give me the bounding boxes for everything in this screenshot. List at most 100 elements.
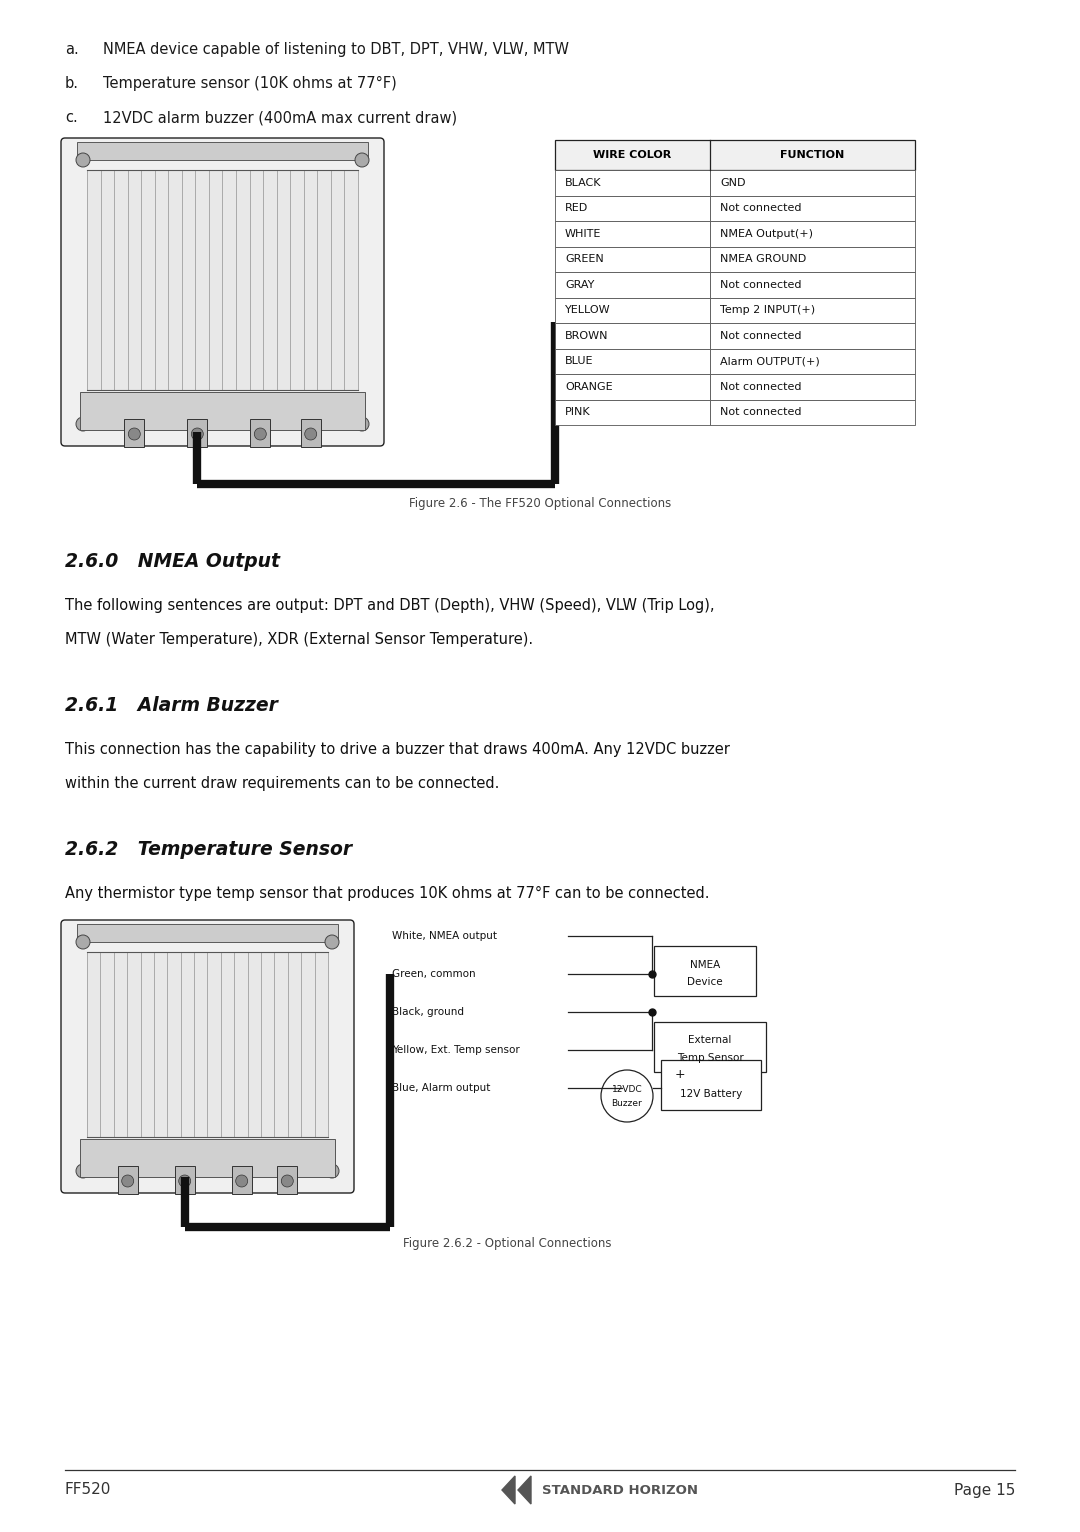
Circle shape bbox=[122, 1175, 134, 1187]
Text: 2.6.1   Alarm Buzzer: 2.6.1 Alarm Buzzer bbox=[65, 696, 278, 715]
Circle shape bbox=[76, 1164, 90, 1178]
Text: Alarm OUTPUT(+): Alarm OUTPUT(+) bbox=[720, 357, 820, 366]
Polygon shape bbox=[502, 1475, 515, 1504]
Text: Temperature sensor (10K ohms at 77°F): Temperature sensor (10K ohms at 77°F) bbox=[103, 77, 396, 90]
Circle shape bbox=[355, 417, 369, 430]
Bar bbox=[251, 418, 270, 447]
Bar bbox=[710, 297, 915, 323]
Bar bbox=[118, 1166, 138, 1193]
Text: Not connected: Not connected bbox=[720, 331, 801, 340]
Circle shape bbox=[76, 935, 90, 948]
Bar bbox=[300, 418, 321, 447]
Text: Figure 2.6 - The FF520 Optional Connections: Figure 2.6 - The FF520 Optional Connecti… bbox=[409, 496, 671, 510]
Text: within the current draw requirements can to be connected.: within the current draw requirements can… bbox=[65, 777, 499, 791]
Text: 12V Battery: 12V Battery bbox=[680, 1089, 742, 1098]
Text: White, NMEA output: White, NMEA output bbox=[392, 931, 497, 941]
Bar bbox=[710, 273, 915, 297]
Polygon shape bbox=[518, 1475, 531, 1504]
Text: Figure 2.6.2 - Optional Connections: Figure 2.6.2 - Optional Connections bbox=[403, 1236, 612, 1250]
Bar bbox=[710, 323, 915, 348]
Bar bbox=[710, 348, 915, 374]
Text: The following sentences are output: DPT and DBT (Depth), VHW (Speed), VLW (Trip : The following sentences are output: DPT … bbox=[65, 597, 715, 613]
Bar bbox=[87, 170, 357, 391]
Circle shape bbox=[178, 1175, 191, 1187]
Text: Not connected: Not connected bbox=[720, 408, 801, 417]
Text: 2.6.2   Temperature Sensor: 2.6.2 Temperature Sensor bbox=[65, 840, 352, 859]
Text: FF520: FF520 bbox=[65, 1483, 111, 1497]
Text: FUNCTION: FUNCTION bbox=[781, 150, 845, 159]
Circle shape bbox=[76, 153, 90, 167]
Circle shape bbox=[325, 1164, 339, 1178]
Bar bbox=[87, 951, 328, 1137]
Bar bbox=[555, 400, 710, 424]
Bar bbox=[555, 273, 710, 297]
Text: Yellow, Ext. Temp sensor: Yellow, Ext. Temp sensor bbox=[392, 1045, 519, 1056]
Bar bbox=[555, 170, 710, 196]
Bar bbox=[555, 196, 710, 221]
Bar bbox=[124, 418, 145, 447]
Text: NMEA GROUND: NMEA GROUND bbox=[720, 254, 807, 264]
Bar bbox=[555, 323, 710, 348]
Bar bbox=[555, 348, 710, 374]
Text: 12VDC alarm buzzer (400mA max current draw): 12VDC alarm buzzer (400mA max current dr… bbox=[103, 110, 457, 126]
Text: YELLOW: YELLOW bbox=[565, 305, 610, 316]
Text: External: External bbox=[688, 1034, 731, 1045]
Text: Not connected: Not connected bbox=[720, 280, 801, 290]
Text: NMEA device capable of listening to DBT, DPT, VHW, VLW, MTW: NMEA device capable of listening to DBT,… bbox=[103, 41, 569, 57]
Circle shape bbox=[235, 1175, 247, 1187]
Text: WIRE COLOR: WIRE COLOR bbox=[593, 150, 672, 159]
Bar bbox=[80, 392, 365, 430]
FancyBboxPatch shape bbox=[60, 138, 384, 446]
Bar bbox=[654, 1022, 766, 1072]
Text: +: + bbox=[675, 1068, 686, 1082]
Text: STANDARD HORIZON: STANDARD HORIZON bbox=[542, 1483, 698, 1497]
Text: GND: GND bbox=[720, 178, 745, 188]
Text: Buzzer: Buzzer bbox=[611, 1098, 643, 1108]
Text: Black, ground: Black, ground bbox=[392, 1007, 464, 1017]
Text: Any thermistor type temp sensor that produces 10K ohms at 77°F can to be connect: Any thermistor type temp sensor that pro… bbox=[65, 885, 710, 901]
Text: GRAY: GRAY bbox=[565, 280, 594, 290]
Bar bbox=[555, 247, 710, 273]
Bar bbox=[710, 196, 915, 221]
Bar bbox=[555, 221, 710, 247]
Text: Device: Device bbox=[687, 977, 723, 987]
Text: c.: c. bbox=[65, 110, 78, 126]
Circle shape bbox=[254, 427, 267, 440]
Bar bbox=[710, 374, 915, 400]
Bar bbox=[77, 142, 368, 159]
Text: BLACK: BLACK bbox=[565, 178, 602, 188]
Text: ORANGE: ORANGE bbox=[565, 381, 612, 392]
Bar bbox=[654, 945, 756, 996]
Bar bbox=[278, 1166, 297, 1193]
Text: RED: RED bbox=[565, 204, 589, 213]
Text: GREEN: GREEN bbox=[565, 254, 604, 264]
Bar bbox=[187, 418, 207, 447]
Circle shape bbox=[600, 1069, 653, 1121]
Bar bbox=[77, 924, 338, 942]
Bar bbox=[710, 400, 915, 424]
Text: Blue, Alarm output: Blue, Alarm output bbox=[392, 1083, 490, 1092]
Bar bbox=[232, 1166, 252, 1193]
Text: NMEA Output(+): NMEA Output(+) bbox=[720, 228, 813, 239]
Circle shape bbox=[76, 417, 90, 430]
Text: Page 15: Page 15 bbox=[954, 1483, 1015, 1497]
Text: This connection has the capability to drive a buzzer that draws 400mA. Any 12VDC: This connection has the capability to dr… bbox=[65, 741, 730, 757]
Circle shape bbox=[129, 427, 140, 440]
Text: MTW (Water Temperature), XDR (External Sensor Temperature).: MTW (Water Temperature), XDR (External S… bbox=[65, 633, 534, 647]
Bar bbox=[175, 1166, 194, 1193]
Bar bbox=[710, 221, 915, 247]
Text: BROWN: BROWN bbox=[565, 331, 608, 340]
Circle shape bbox=[305, 427, 316, 440]
Bar bbox=[555, 374, 710, 400]
Bar bbox=[555, 297, 710, 323]
Bar bbox=[710, 247, 915, 273]
Text: Temp 2 INPUT(+): Temp 2 INPUT(+) bbox=[720, 305, 815, 316]
Circle shape bbox=[325, 935, 339, 948]
Text: Not connected: Not connected bbox=[720, 204, 801, 213]
Bar bbox=[555, 139, 915, 170]
Text: b.: b. bbox=[65, 77, 79, 90]
Text: Green, common: Green, common bbox=[392, 970, 475, 979]
Text: WHITE: WHITE bbox=[565, 228, 602, 239]
Text: 2.6.0   NMEA Output: 2.6.0 NMEA Output bbox=[65, 552, 280, 571]
Bar bbox=[80, 1138, 335, 1177]
